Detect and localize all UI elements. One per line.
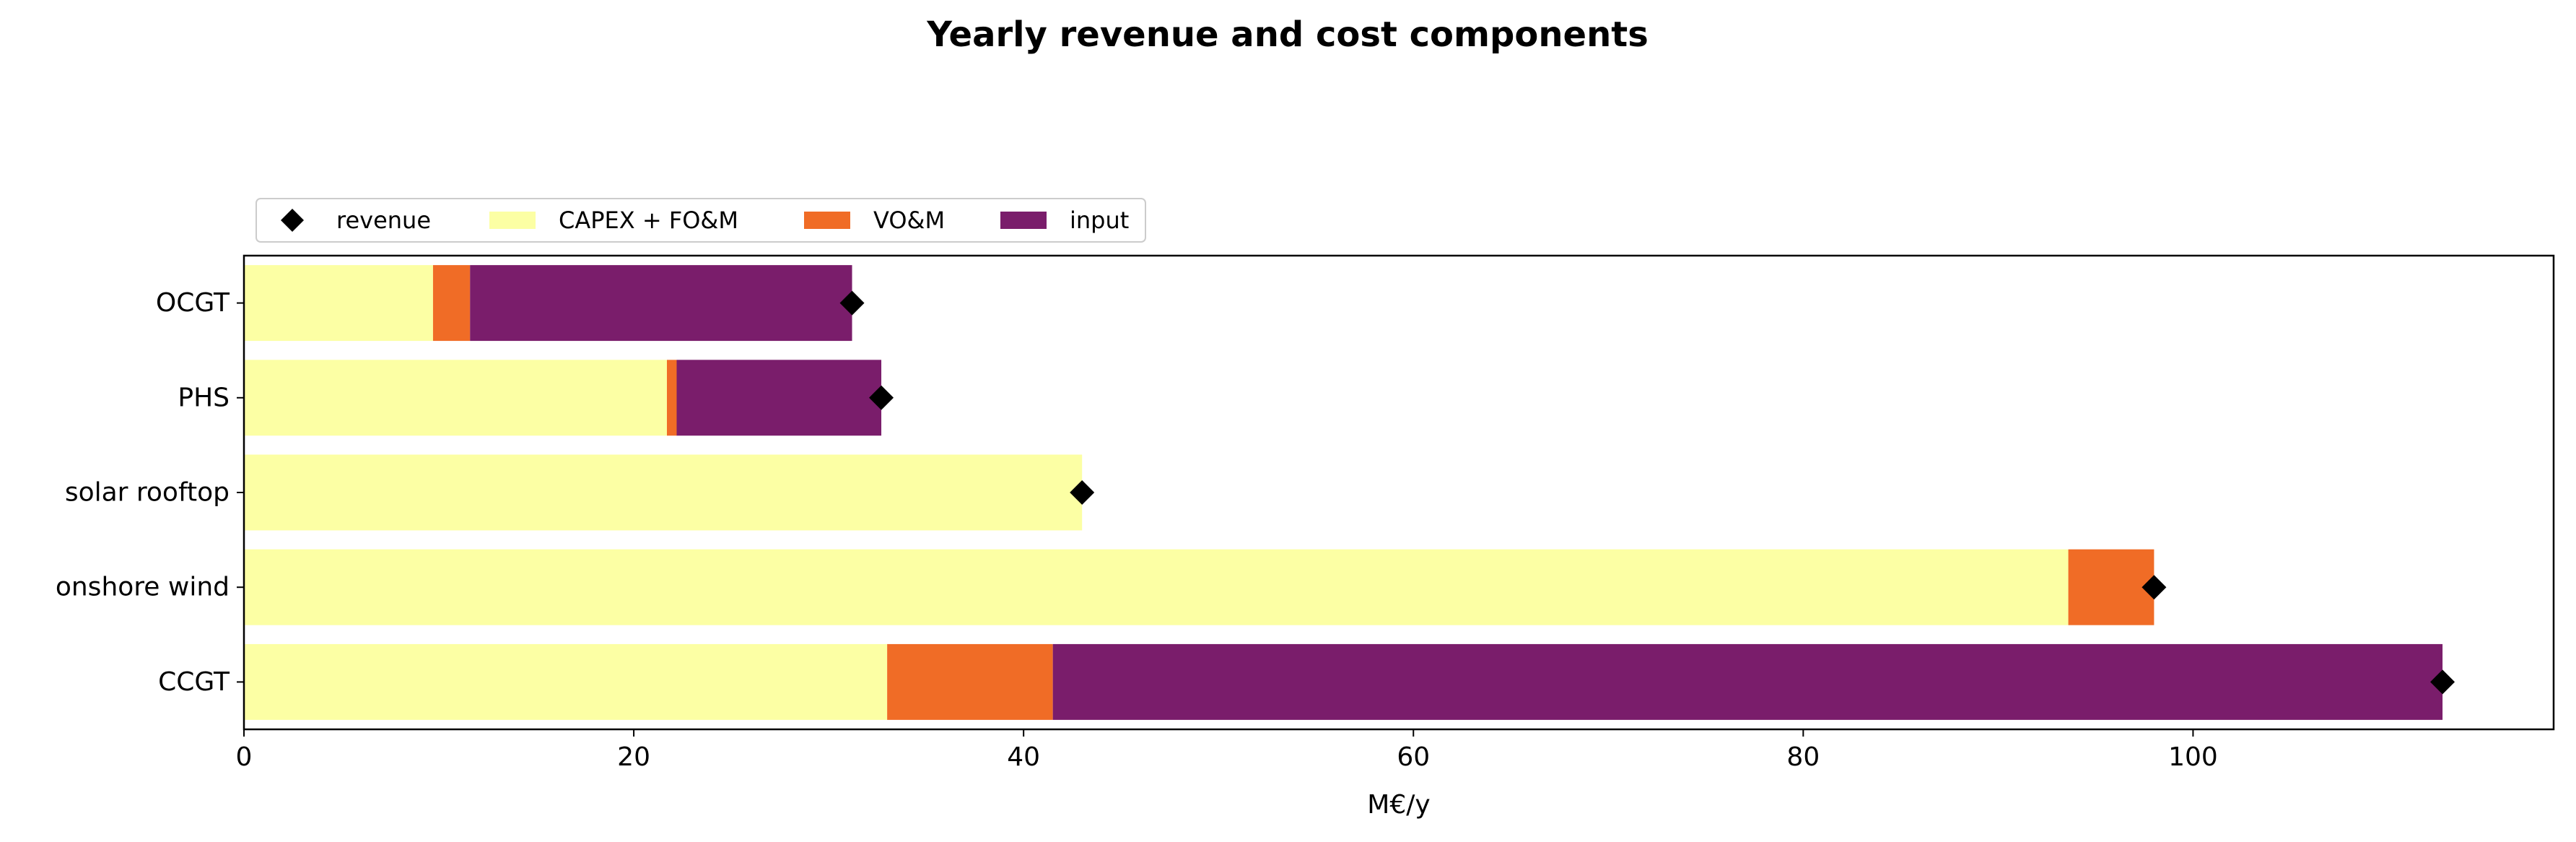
y-tick-label-ccgt: CCGT (158, 667, 230, 697)
legend-box (256, 198, 1146, 243)
bar-phs-capex-fo-m (244, 360, 667, 436)
axes: OCGT PHS solar rooftop onshore wind CCGT 0 20 4… (56, 288, 2218, 772)
x-axis-label: M€/y (1367, 790, 1430, 820)
bar-ccgt-vo-m (887, 643, 1053, 720)
bar-phs-vo-m (666, 360, 677, 436)
y-tick-label-solar-rooftop: solar rooftop (65, 478, 230, 508)
legend: revenue CAPEX + FO&M VO&M input (256, 198, 1146, 243)
legend-swatch-vo-m (804, 212, 850, 229)
x-tick-label-80: 80 (1786, 742, 1820, 772)
x-tick-label-0: 0 (236, 742, 253, 772)
legend-label-input: input (1070, 207, 1129, 234)
bar-ccgt-capex-fo-m (244, 643, 888, 720)
bar-onshore-wind-capex-fo-m (244, 549, 2069, 625)
bar-ocgt-capex-fo-m (244, 265, 433, 342)
bar-ccgt-input (1052, 643, 2443, 720)
revenue-marker-solar-rooftop (1070, 480, 1095, 505)
legend-revenue-icon (281, 209, 304, 232)
x-tick-label-40: 40 (1007, 742, 1040, 772)
legend-label-capex-fo-m: CAPEX + FO&M (559, 207, 738, 234)
revenue-marker-ccgt (2430, 669, 2455, 695)
y-tick-label-ocgt: OCGT (156, 288, 230, 318)
x-tick-label-20: 20 (617, 742, 650, 772)
y-tick-label-phs: PHS (178, 383, 230, 412)
bar-solar-rooftop-capex-fo-m (244, 454, 1083, 531)
legend-label-vo-m: VO&M (873, 207, 945, 234)
plot-area (244, 265, 2455, 720)
bar-onshore-wind-vo-m (2068, 549, 2154, 625)
bar-phs-input (676, 360, 882, 436)
legend-revenue-label: revenue (336, 207, 431, 234)
chart-title: Yearly revenue and cost components (926, 14, 1649, 55)
revenue-marker-onshore-wind (2141, 575, 2167, 600)
revenue-marker-ocgt (839, 290, 865, 316)
legend-swatch-capex-fo-m (489, 212, 536, 229)
revenue-marker-phs (869, 385, 894, 410)
legend-swatch-input (1000, 212, 1047, 229)
x-tick-label-60: 60 (1397, 742, 1430, 772)
bar-ocgt-vo-m (432, 265, 471, 342)
x-tick-label-100: 100 (2168, 742, 2218, 772)
y-tick-label-onshore-wind: onshore wind (56, 573, 230, 602)
bar-ocgt-input (470, 265, 852, 342)
